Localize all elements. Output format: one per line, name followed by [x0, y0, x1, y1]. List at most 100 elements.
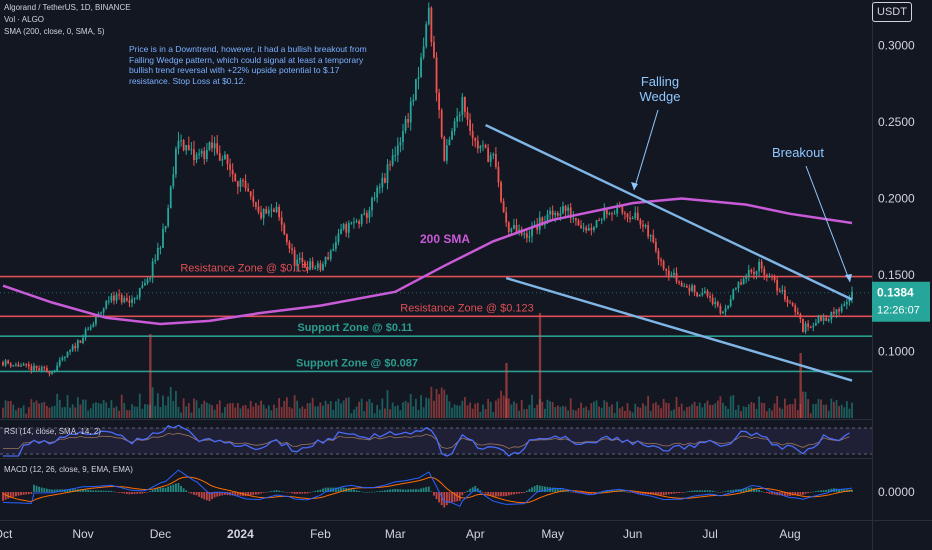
volume-bar: [461, 400, 464, 418]
candle-body: [79, 340, 82, 343]
volume-bar: [809, 413, 812, 418]
volume-bar: [822, 404, 825, 418]
macd-histogram-bar: [262, 492, 265, 493]
candle-body: [378, 187, 381, 189]
candle-body: [531, 226, 533, 237]
macd-histogram-bar: [275, 490, 278, 492]
candle-body: [211, 142, 213, 149]
candle-body: [515, 224, 518, 233]
macd-histogram-bar: [722, 491, 724, 493]
macd-histogram-bar: [190, 492, 193, 494]
macd-histogram-bar: [567, 491, 570, 492]
macd-histogram-bar: [141, 492, 144, 494]
candle-body: [510, 228, 513, 232]
volume-bar: [464, 397, 466, 418]
volume-bar: [198, 408, 201, 418]
volume-bar: [247, 408, 250, 418]
volume-bar: [675, 397, 678, 418]
candle-body: [9, 363, 12, 367]
macd-histogram-bar: [38, 486, 41, 492]
macd-pane: [2, 469, 853, 508]
volume-bar: [569, 398, 572, 418]
macd-histogram-bar: [409, 489, 412, 492]
macd-histogram-bar: [484, 492, 487, 494]
macd-histogram-bar: [711, 490, 714, 492]
candle-body: [814, 323, 817, 326]
macd-histogram-bar: [541, 486, 544, 492]
macd-histogram-bar: [768, 492, 771, 494]
macd-histogram-bar: [285, 492, 288, 493]
macd-histogram-bar: [443, 492, 446, 508]
volume-bar: [812, 404, 815, 418]
macd-histogram-bar: [791, 492, 794, 496]
macd-histogram-bar: [376, 491, 379, 492]
candle-body: [205, 149, 208, 160]
candle-body: [716, 301, 719, 306]
macd-y-tick-label: 0.0000: [878, 485, 915, 499]
volume-bar: [734, 409, 737, 418]
axes-layer: 0.3000 0.2500 0.2000 0.1500 0.1000 0.0000 Oct N…: [0, 39, 930, 541]
candle-body: [156, 248, 159, 260]
volume-bar: [740, 411, 742, 418]
macd-histogram-bar: [7, 492, 10, 499]
volume-bar: [629, 410, 631, 418]
candle-body: [131, 298, 133, 303]
macd-histogram-bar: [208, 492, 211, 502]
volume-bar: [190, 412, 193, 418]
currency-button[interactable]: USDT: [872, 2, 912, 22]
volume-bar: [64, 407, 66, 418]
volume-bar: [683, 410, 686, 418]
macd-histogram-bar: [278, 490, 281, 492]
volume-bar: [363, 411, 366, 418]
volume-bar: [796, 410, 799, 418]
macd-histogram-bar: [156, 488, 159, 492]
volume-bar: [296, 400, 299, 418]
volume-bar: [647, 395, 650, 418]
macd-histogram-bar: [71, 489, 74, 492]
macd-histogram-bar: [502, 492, 505, 497]
volume-bar: [301, 406, 304, 418]
candle-body: [642, 224, 644, 227]
volume-bar: [820, 399, 822, 418]
macd-histogram-bar: [399, 489, 402, 492]
macd-histogram-bar: [224, 492, 226, 495]
volume-bar: [365, 401, 368, 418]
macd-histogram-bar: [20, 492, 22, 496]
macd-histogram-bar: [167, 486, 170, 492]
volume-bar: [2, 407, 4, 418]
volume-bar: [448, 401, 451, 418]
macd-histogram-bar: [200, 492, 203, 499]
candle-body: [257, 206, 260, 213]
volume-bar: [587, 410, 590, 418]
candle-body: [316, 263, 319, 269]
macd-histogram-bar: [249, 492, 252, 496]
candle-body: [574, 217, 577, 221]
candle-body: [350, 222, 353, 224]
volume-bar: [79, 404, 82, 418]
macd-histogram-bar: [734, 489, 737, 492]
volume-bar: [445, 394, 448, 418]
macd-histogram-bar: [257, 492, 260, 495]
candle-body: [833, 311, 835, 314]
candle-body: [445, 145, 448, 161]
candle-body: [732, 289, 735, 300]
candle-body: [660, 259, 662, 262]
macd-histogram-bar: [174, 483, 177, 492]
volume-bar: [657, 405, 660, 418]
volume-bar: [71, 404, 74, 418]
macd-histogram-bar: [582, 492, 585, 494]
macd-histogram-bar: [820, 490, 822, 492]
candle-body: [453, 121, 456, 132]
volume-bar: [386, 390, 389, 418]
volume-bar: [536, 404, 539, 418]
macd-histogram-bar: [234, 492, 237, 496]
candle-body: [414, 79, 417, 100]
volume-bar: [580, 402, 582, 418]
candle-body: [572, 217, 575, 219]
volume-bar: [30, 399, 33, 418]
macd-histogram-bar: [115, 492, 118, 493]
macd-histogram-bar: [247, 492, 250, 496]
candle-body: [7, 360, 10, 364]
x-tick-label: Dec: [150, 527, 171, 541]
